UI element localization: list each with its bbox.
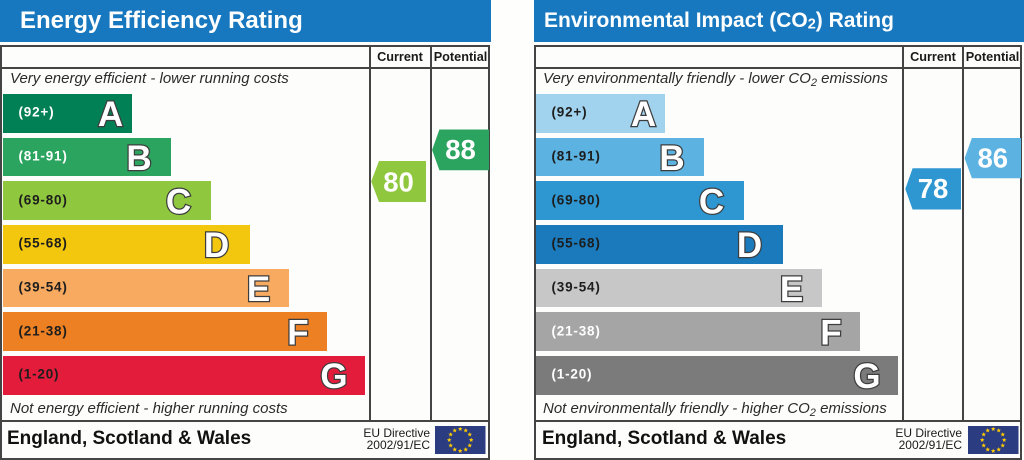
svg-text:A: A (98, 95, 123, 134)
svg-text:A: A (631, 95, 656, 134)
svg-text:88: 88 (445, 134, 476, 165)
svg-text:B: B (659, 139, 684, 178)
svg-text:D: D (204, 226, 229, 265)
svg-text:E: E (780, 270, 803, 309)
svg-text:C: C (699, 182, 724, 221)
svg-text:G: G (853, 357, 880, 396)
svg-text:B: B (126, 139, 151, 178)
svg-text:D: D (737, 226, 762, 265)
svg-text:86: 86 (978, 142, 1009, 173)
svg-text:E: E (247, 270, 270, 309)
svg-text:G: G (320, 357, 347, 396)
svg-text:F: F (820, 313, 841, 352)
svg-text:F: F (287, 313, 308, 352)
svg-text:80: 80 (383, 166, 414, 197)
svg-text:78: 78 (918, 173, 949, 204)
svg-text:C: C (166, 182, 191, 221)
